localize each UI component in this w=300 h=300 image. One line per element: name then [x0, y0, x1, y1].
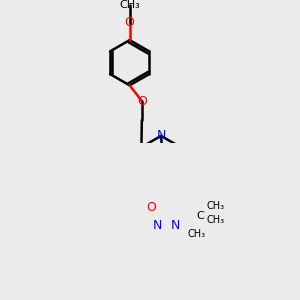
Text: CH₃: CH₃	[188, 229, 206, 239]
Text: N: N	[152, 219, 162, 232]
Text: N: N	[156, 129, 166, 142]
Text: O: O	[125, 16, 135, 29]
Text: CH₃: CH₃	[119, 0, 140, 10]
Text: C: C	[196, 212, 204, 221]
Text: O: O	[146, 201, 156, 214]
Text: CH₃: CH₃	[207, 201, 225, 211]
Text: O: O	[137, 94, 147, 107]
Text: CH₃: CH₃	[207, 215, 225, 225]
Text: N: N	[171, 219, 180, 232]
